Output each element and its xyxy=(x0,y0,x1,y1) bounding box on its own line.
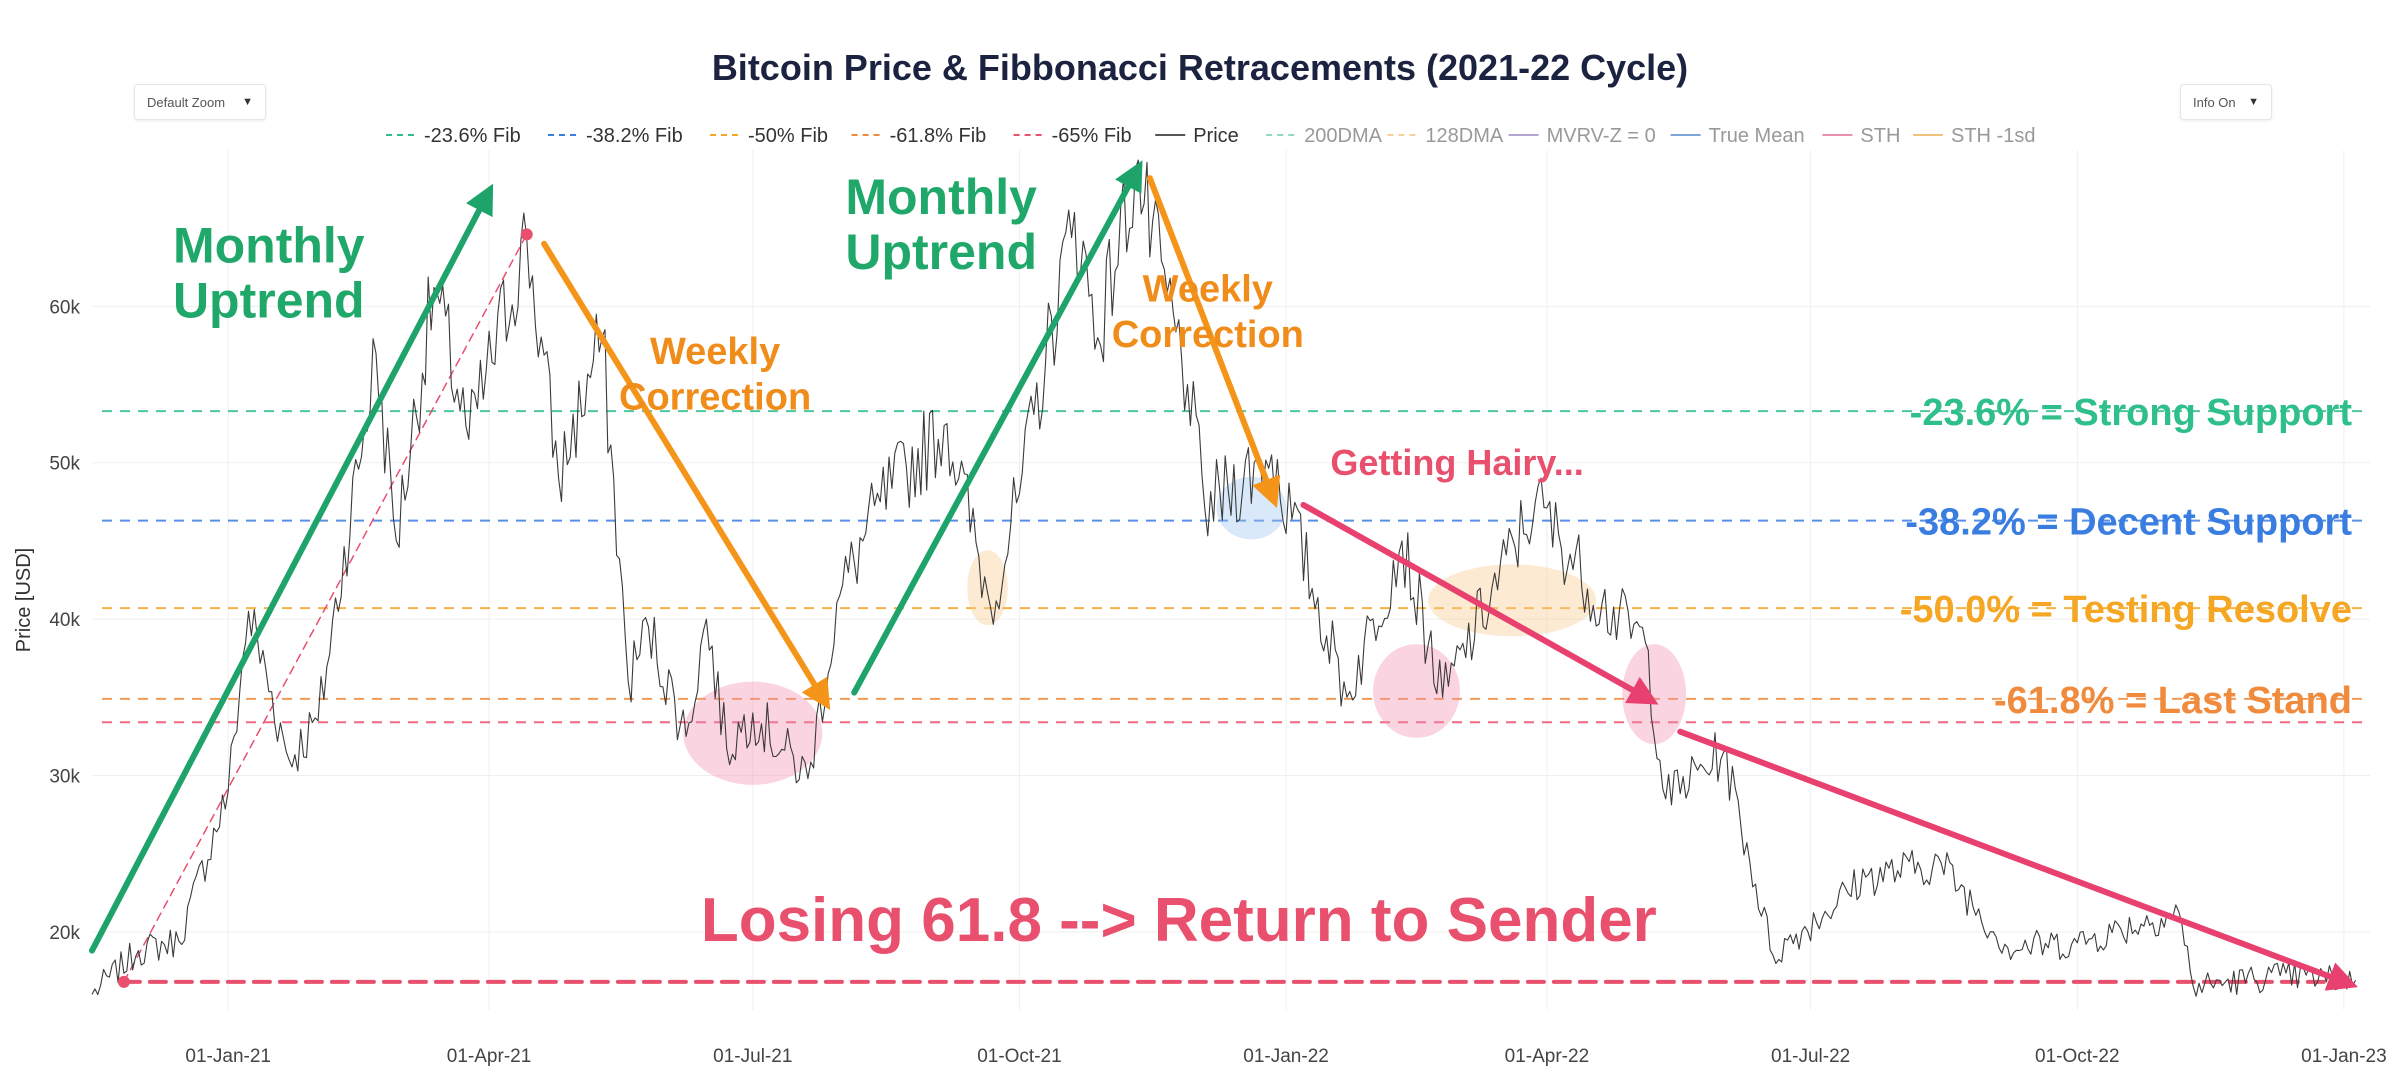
trend-arrow-4 xyxy=(1300,501,1659,705)
legend-label: STH -1sd xyxy=(1951,125,2035,147)
annotation: Correction xyxy=(619,377,811,419)
legend-label: True Mean xyxy=(1709,125,1805,147)
highlight-region-4 xyxy=(1428,564,1597,637)
legend-label: -65% Fib xyxy=(1052,125,1132,147)
marker-0 xyxy=(117,975,130,988)
price-series xyxy=(91,159,2356,997)
x-tick-label: 01-Jan-23 xyxy=(2301,1046,2387,1067)
x-tick-label: 01-Apr-21 xyxy=(447,1046,532,1067)
legend-item-mvrv-z-0[interactable]: MVRV-Z = 0 xyxy=(1508,125,1656,147)
x-tick-label: 01-Jan-21 xyxy=(185,1046,271,1067)
annotation: Losing 61.8 --> Return to Sender xyxy=(701,886,1657,955)
legend-item-sth-1sd[interactable]: STH -1sd xyxy=(1913,125,2035,147)
legend-item-65-fib[interactable]: -65% Fib xyxy=(1013,125,1132,147)
zoom-dropdown-label: Default Zoom xyxy=(147,94,226,110)
annotation: Uptrend xyxy=(845,224,1037,280)
annotation: Getting Hairy... xyxy=(1330,442,1583,483)
legend-item-128dma[interactable]: 128DMA xyxy=(1387,125,1504,147)
legend-label: -50% Fib xyxy=(748,125,828,147)
trend-arrow-5 xyxy=(1677,728,2358,991)
annotation: Weekly xyxy=(1143,269,1273,311)
trend-arrow-0 xyxy=(89,183,494,954)
legend-item-200dma[interactable]: 200DMA xyxy=(1266,125,1383,147)
annotations: MonthlyUptrendMonthlyUptrendWeeklyCorrec… xyxy=(173,169,2352,955)
legend-label: -38.2% Fib xyxy=(586,125,683,147)
legend-label: -61.8% Fib xyxy=(890,125,987,147)
axes: 01-Jan-21 01-Apr-21 01-Jul-21 01-Oct-21 01-J… xyxy=(49,297,2386,1067)
legend-item-sth[interactable]: STH xyxy=(1822,125,1900,147)
legend-item-true-mean[interactable]: True Mean xyxy=(1670,125,1805,147)
price-line xyxy=(91,159,2356,997)
legend-label: 200DMA xyxy=(1304,125,1382,147)
annotation: Weekly xyxy=(650,331,780,373)
y-tick-label: 20k xyxy=(49,923,80,944)
trend-arrow-2 xyxy=(541,240,831,711)
legend-item-price[interactable]: Price xyxy=(1155,125,1239,147)
legend-item-23-6-fib[interactable]: -23.6% Fib xyxy=(386,125,521,147)
guide-lines xyxy=(121,233,2346,984)
highlight-regions xyxy=(683,476,1687,785)
y-tick-label: 50k xyxy=(49,454,80,475)
legend-item-50-fib[interactable]: -50% Fib xyxy=(710,125,828,147)
annotation: Monthly xyxy=(173,218,365,274)
annotation: Correction xyxy=(1112,314,1304,356)
markers xyxy=(117,228,533,988)
chevron-down-icon: ▼ xyxy=(2248,96,2259,108)
trend-arrows xyxy=(89,160,2358,991)
legend: -23.6% Fib -38.2% Fib -50% Fib -61.8% Fib -6… xyxy=(386,125,2035,147)
legend-label: STH xyxy=(1860,125,1900,147)
x-tick-label: 01-Oct-21 xyxy=(977,1046,1061,1067)
legend-item-38-2-fib[interactable]: -38.2% Fib xyxy=(548,125,683,147)
legend-label: 128DMA xyxy=(1425,125,1503,147)
trend-arrow-3 xyxy=(1146,175,1281,508)
fib-label-38-2-fib: -38.2% = Decent Support xyxy=(1905,502,2352,544)
chevron-down-icon: ▼ xyxy=(242,96,253,108)
marker-1 xyxy=(520,228,533,241)
zoom-dropdown[interactable]: Default Zoom ▼ xyxy=(134,84,266,120)
guide-line-0 xyxy=(123,233,528,983)
y-axis-title: Price [USD] xyxy=(13,548,35,652)
x-tick-label: 01-Jan-22 xyxy=(1243,1046,1329,1067)
info-dropdown-label: Info On xyxy=(2193,94,2236,110)
legend-item-61-8-fib[interactable]: -61.8% Fib xyxy=(851,125,987,147)
annotation: Monthly xyxy=(845,169,1037,225)
x-tick-label: 01-Oct-22 xyxy=(2035,1046,2119,1067)
legend-label: Price xyxy=(1193,125,1239,147)
y-tick-label: 40k xyxy=(49,610,80,631)
y-tick-label: 60k xyxy=(49,297,80,318)
highlight-region-5 xyxy=(1622,644,1687,745)
highlight-region-3 xyxy=(1373,644,1460,738)
fib-label-61-8-fib: -61.8% = Last Stand xyxy=(1994,680,2352,722)
legend-label: MVRV-Z = 0 xyxy=(1547,125,1656,147)
annotation: Uptrend xyxy=(173,272,365,328)
x-tick-label: 01-Jul-22 xyxy=(1771,1046,1850,1067)
trend-arrow-1 xyxy=(851,160,1143,696)
y-tick-label: 30k xyxy=(49,766,80,787)
info-dropdown[interactable]: Info On ▼ xyxy=(2180,84,2272,120)
fib-label-23-6-fib: -23.6% = Strong Support xyxy=(1910,392,2353,434)
fib-levels xyxy=(102,410,2370,724)
fib-label-50-fib: -50.0% = Testing Resolve xyxy=(1900,589,2352,631)
legend-label: -23.6% Fib xyxy=(424,125,521,147)
highlight-region-0 xyxy=(683,681,823,785)
x-tick-label: 01-Jul-21 xyxy=(713,1046,792,1067)
chart-title: Bitcoin Price & Fibbonacci Retracements … xyxy=(712,47,1688,88)
x-tick-label: 01-Apr-22 xyxy=(1505,1046,1590,1067)
